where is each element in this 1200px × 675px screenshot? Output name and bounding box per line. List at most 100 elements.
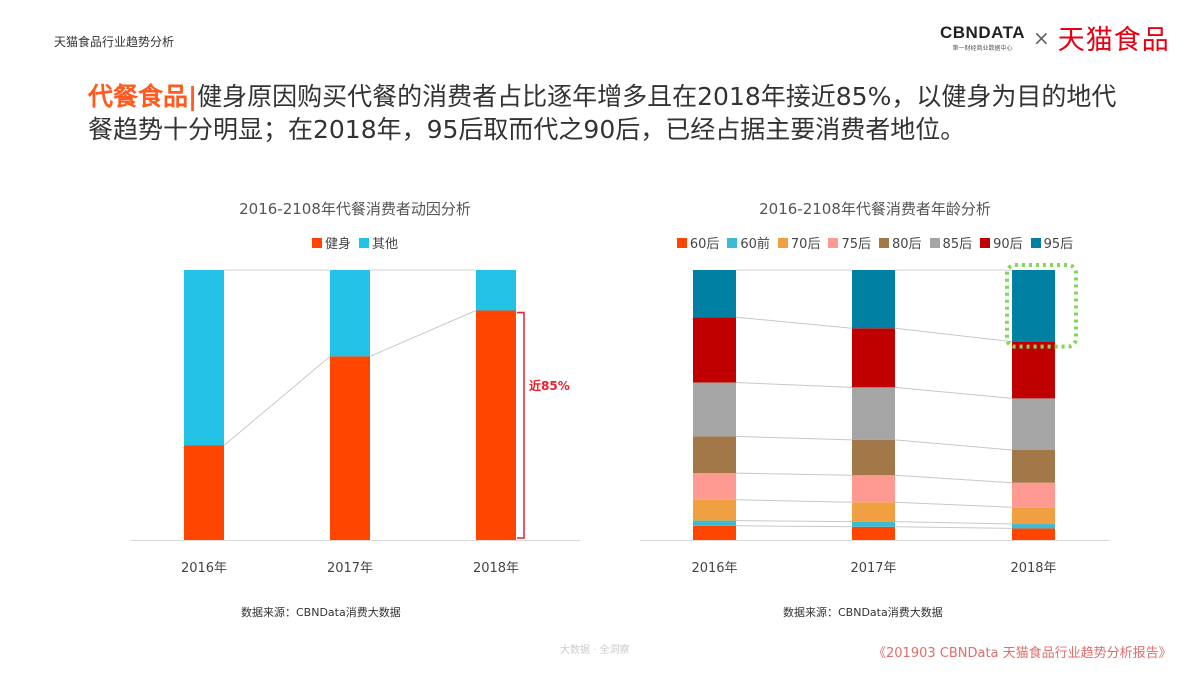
tmall-food-logo: 天猫食品 [1057,25,1170,56]
headline-highlight: 代餐食品| [88,82,198,111]
legend-swatch [879,237,889,248]
legend-label: 85后 [942,237,973,252]
legend-label: 80后 [892,237,922,252]
series-connector-line [735,316,853,329]
bar-segment [330,270,370,357]
chart2-source: 数据来源：CBNData消费大数据 [783,606,943,619]
bar-segment [852,475,895,503]
brand-logos: CBNDATA 第一财经商业数据中心 × 天猫食品 [940,18,1170,57]
legend-label: 75后 [841,237,871,252]
bracket-annotation [517,311,525,539]
bar-segment [1012,507,1055,525]
series-connector-line [735,381,853,388]
legend-item: 60后 [676,233,720,252]
bar-segment [852,387,895,440]
bar-segment [330,356,370,540]
bar-segment [693,270,736,318]
legend-label: 60前 [740,237,770,252]
bar-segment [693,382,736,437]
bar-segment [1012,341,1055,399]
series-connector-line [894,327,1013,343]
x-tick-label: 2018年 [473,561,519,576]
legend-swatch [980,237,991,248]
legend-swatch [1030,237,1041,248]
footer-report-title: 《201903 CBNData 天猫食品行业趋势分析报告》 [873,646,1172,661]
x-tick-label: 2017年 [327,561,373,576]
series-connector-line [894,501,1013,508]
bar-segment [476,270,516,311]
legend-label: 其他 [372,237,399,252]
bar-segment [1012,524,1055,529]
bar-segment [1012,450,1055,483]
legend-item: 其他 [359,233,398,252]
highlight-box [1005,263,1078,349]
legend-item: 80后 [879,233,922,252]
series-connector-line [223,356,331,446]
bar-segment [852,270,895,329]
chart2-legend: 60后 60前 70后 75后 80后 85后 90后 95后 [640,233,1110,252]
breadcrumb: 天猫食品行业趋势分析 [54,35,175,49]
bar-segment [693,473,736,500]
legend-label: 60后 [689,237,720,252]
legend-item: 95后 [1030,233,1074,252]
legend-item: 健身 [311,233,351,252]
headline: 代餐食品|健身原因购买代餐的消费者占比逐年增多且在2018年接近85%，以健身为… [88,80,1128,146]
x-tick-label: 2016年 [181,561,227,576]
cbndata-logo-subtitle: 第一财经商业数据中心 [952,45,1013,52]
legend-item: 85后 [929,233,973,252]
bar-segment [852,328,895,388]
bar-segment [693,520,736,526]
legend-swatch [828,237,839,248]
series-connector-line [735,520,853,523]
series-connector-line [735,472,853,476]
series-connector-line [369,310,477,357]
series-connector-line [894,439,1013,451]
bar-segment [852,502,895,522]
x-tick-label: 2016年 [691,561,737,576]
cbndata-logo: CBNDATA 第一财经商业数据中心 [940,23,1025,52]
legend-swatch [777,237,788,248]
legend-swatch [359,237,369,248]
annotation-label: 近85% [529,378,570,393]
chart1-legend: 健身 其他 [130,233,580,252]
bar-segment [693,525,736,540]
x-tick-label: 2017年 [850,561,896,576]
series-connector-line [735,499,853,503]
legend-label: 95后 [1043,237,1074,252]
legend-label: 70后 [790,237,821,252]
bar-segment [693,317,736,383]
legend-label: 90后 [993,237,1023,252]
x-tick-label: 2018年 [1010,561,1056,576]
series-connector-line [735,525,853,528]
legend-swatch [929,237,940,248]
legend-swatch [727,237,738,248]
bar-segment [184,270,224,446]
series-connector-line [894,386,1013,399]
bar-segment [1012,270,1055,342]
legend-swatch [676,237,687,248]
cbndata-logo-text: CBNDATA [940,23,1026,42]
legend-item: 70后 [777,233,821,252]
legend-item: 75后 [828,233,871,252]
bar-segment [1012,482,1055,508]
bar-segment [693,436,736,474]
headline-text: 健身原因购买代餐的消费者占比逐年增多且在2018年接近85%，以健身为目的地代餐… [88,82,1117,144]
chart1-source: 数据来源：CBNData消费大数据 [241,606,401,619]
bar-segment [852,439,895,476]
legend-label: 健身 [324,237,351,252]
chart1-title: 2016-2108年代餐消费者动因分析 [239,200,471,218]
legend-item: 60前 [727,233,770,252]
times-icon: × [1033,25,1050,50]
legend-swatch [311,237,322,248]
bar-segment [852,521,895,527]
bar-segment [1012,398,1055,450]
legend-item: 90后 [980,233,1023,252]
series-connector-line [735,435,853,441]
series-connector-line [894,474,1013,484]
bar-segment [852,526,895,540]
series-connector-line [894,526,1013,529]
bar-segment [693,499,736,521]
bar-segment [1012,528,1055,540]
